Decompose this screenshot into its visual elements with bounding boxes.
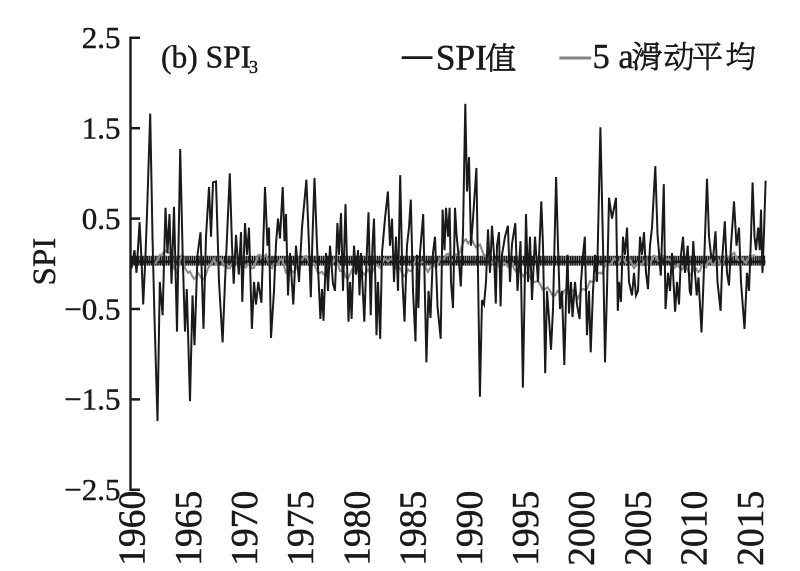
svg-text:SPI: SPI (436, 37, 487, 77)
svg-text:1990: 1990 (450, 491, 491, 566)
svg-text:−2.5: −2.5 (64, 472, 120, 507)
svg-text:1.5: 1.5 (82, 111, 121, 146)
svg-text:1960: 1960 (113, 491, 154, 566)
svg-text:3: 3 (249, 57, 258, 77)
svg-text:1965: 1965 (169, 491, 210, 566)
svg-text:SPI: SPI (27, 238, 63, 286)
svg-text:−1.5: −1.5 (64, 382, 120, 417)
svg-text:2015: 2015 (731, 491, 772, 566)
svg-text:1995: 1995 (506, 491, 547, 566)
svg-text:(b) SPI: (b) SPI (161, 39, 251, 74)
svg-text:5 a: 5 a (593, 38, 634, 76)
svg-text:2005: 2005 (618, 491, 659, 566)
svg-text:1985: 1985 (394, 491, 435, 566)
svg-text:1970: 1970 (225, 491, 266, 566)
svg-text:2000: 2000 (562, 491, 603, 566)
svg-text:1980: 1980 (337, 491, 378, 566)
svg-text:2.5: 2.5 (82, 20, 121, 55)
svg-text:2010: 2010 (675, 491, 716, 566)
svg-text:−0.5: −0.5 (64, 291, 120, 326)
svg-text:0.5: 0.5 (82, 201, 121, 236)
svg-text:1975: 1975 (281, 491, 322, 566)
